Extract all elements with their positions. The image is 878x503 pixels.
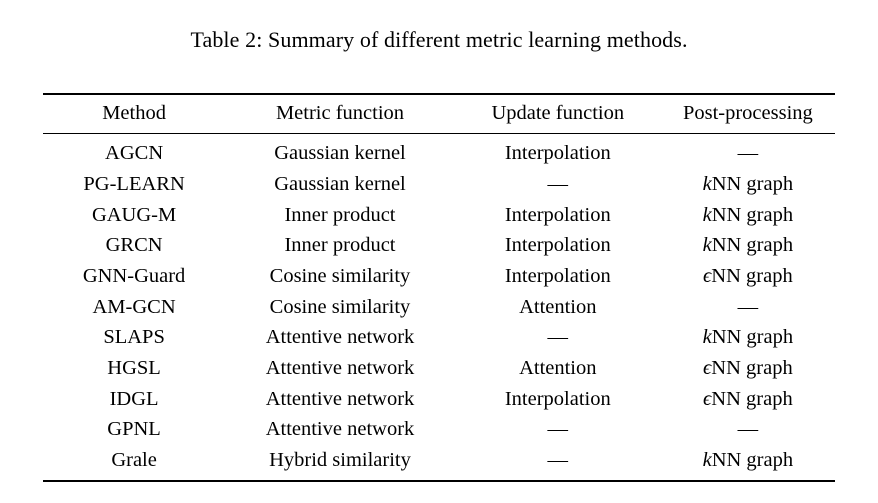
table-row: AM-GCN Cosine similarity Attention — (43, 291, 835, 322)
table-row: SLAPS Attentive network — kNN graph (43, 322, 835, 353)
table-cell: kNN graph (702, 203, 794, 226)
table-cell: kNN graph (702, 173, 794, 196)
table-cell: Interpolation (504, 265, 611, 288)
table-cell: Hybrid similarity (269, 448, 411, 471)
table-cell: Interpolation (504, 142, 611, 165)
metric-learning-table: Method Metric function Update function P… (43, 93, 835, 483)
table-row: GNN-Guard Cosine similarity Interpolation ϵ… (43, 261, 835, 292)
column-header-update-function: Update function (491, 102, 625, 125)
table-row: GPNL Attentive network — — (43, 414, 835, 445)
table-cell: Attentive network (265, 418, 415, 441)
table-cell: Attention (519, 295, 597, 318)
table-cell: — (737, 295, 759, 318)
table-cell: kNN graph (702, 234, 794, 257)
table-header: Method Metric function Update function P… (43, 94, 835, 134)
table-cell: Attentive network (265, 356, 415, 379)
table-cell: Interpolation (504, 234, 611, 257)
table-cell: Attentive network (265, 326, 415, 349)
table-cell: IDGL (109, 387, 159, 410)
table-row: AGCN Gaussian kernel Interpolation — (43, 134, 835, 169)
table-cell: GAUG-M (91, 203, 177, 226)
table-cell: kNN graph (702, 448, 794, 471)
table-cell: Cosine similarity (269, 295, 411, 318)
table-cell: kNN graph (702, 326, 794, 349)
table-row: IDGL Attentive network Interpolation ϵNN gr… (43, 383, 835, 414)
table-cell: ϵNN graph (703, 387, 793, 410)
table-cell: GNN-Guard (82, 265, 186, 288)
table-cell: ϵNN graph (703, 356, 793, 379)
table-cell: ϵNN graph (703, 265, 793, 288)
table-cell: Inner product (284, 203, 396, 226)
table-cell: SLAPS (103, 326, 165, 349)
table-cell: Inner product (284, 234, 396, 257)
table-cell: Gaussian kernel (274, 173, 406, 196)
table-cell: PG-LEARN (83, 173, 185, 196)
table-cell: AGCN (105, 142, 164, 165)
table-cell: — (547, 418, 569, 441)
table-cell: Interpolation (504, 203, 611, 226)
table-cell: Interpolation (504, 387, 611, 410)
table-cell: AM-GCN (92, 295, 176, 318)
table-cell: GPNL (107, 418, 161, 441)
table-row: GAUG-M Inner product Interpolation kNN grap… (43, 200, 835, 231)
table-cell: — (547, 326, 569, 349)
table-cell: GRCN (105, 234, 163, 257)
table-cell: HGSL (107, 356, 161, 379)
column-header-method: Method (102, 102, 166, 125)
table-cell: — (547, 448, 569, 471)
table-cell: Gaussian kernel (274, 142, 406, 165)
table-cell: — (737, 418, 759, 441)
table-cell: — (737, 142, 759, 165)
table-cell: Cosine similarity (269, 265, 411, 288)
table-caption: Table 2: Summary of different metric lea… (190, 27, 688, 52)
table-cell: Attention (519, 356, 597, 379)
table-row: Grale Hybrid similarity — kNN graph (43, 445, 835, 481)
column-header-post-processing: Post-processing (682, 102, 813, 125)
table-header-row: Method Metric function Update function P… (43, 94, 835, 134)
table-cell: Grale (111, 448, 157, 471)
table-body: AGCN Gaussian kernel Interpolation — PG-LEAR… (43, 134, 835, 481)
column-header-metric-function: Metric function (275, 102, 405, 125)
table-cell: — (547, 173, 569, 196)
table-row: HGSL Attentive network Attention ϵNN graph (43, 353, 835, 384)
table-row: PG-LEARN Gaussian kernel — kNN graph (43, 169, 835, 200)
table-cell: Attentive network (265, 387, 415, 410)
table-row: GRCN Inner product Interpolation kNN graph (43, 230, 835, 261)
